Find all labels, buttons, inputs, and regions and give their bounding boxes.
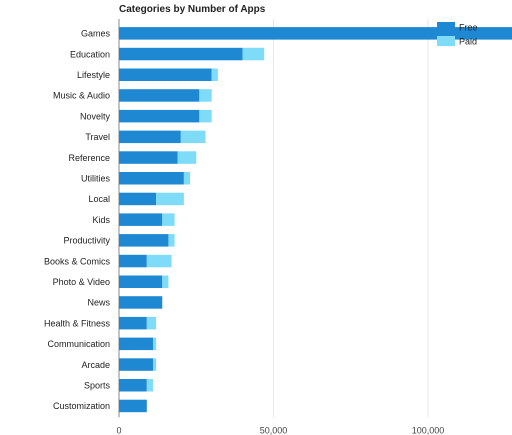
category-label: Productivity bbox=[63, 236, 110, 246]
category-label: Books & Comics bbox=[44, 256, 111, 266]
bar-free bbox=[119, 254, 147, 268]
bar-free bbox=[119, 192, 157, 206]
bar-paid bbox=[180, 130, 206, 144]
category-label: Health & Fitness bbox=[44, 318, 111, 328]
bar-free bbox=[119, 151, 178, 164]
category-labels: Games Education Lifestyle Music & Audio Nove… bbox=[44, 29, 111, 412]
bar-free bbox=[119, 47, 243, 61]
bar-paid bbox=[199, 109, 212, 123]
category-label: Customization bbox=[53, 401, 110, 411]
legend-label-paid: Paid bbox=[459, 37, 477, 47]
category-label: Reference bbox=[68, 153, 110, 163]
bar-paid bbox=[162, 275, 169, 288]
bar-free bbox=[119, 89, 200, 102]
bar-paid bbox=[156, 192, 184, 206]
x-tick-label: 100,000 bbox=[412, 425, 445, 435]
chart-title: Categories by Number of Apps bbox=[119, 4, 266, 15]
bar-free bbox=[119, 337, 153, 351]
bar-paid bbox=[242, 47, 265, 61]
category-label: Education bbox=[70, 49, 110, 59]
bar-free bbox=[119, 130, 181, 144]
bar-free bbox=[119, 234, 169, 247]
category-label: Sports bbox=[84, 380, 111, 390]
bar-free bbox=[119, 358, 153, 371]
legend-label-free: Free bbox=[459, 23, 478, 33]
legend-swatch-free bbox=[437, 22, 455, 32]
category-label: Travel bbox=[85, 132, 110, 142]
bar-free bbox=[119, 172, 184, 185]
category-label: Lifestyle bbox=[77, 70, 110, 80]
bar-free bbox=[119, 213, 163, 226]
bar-paid bbox=[162, 213, 175, 226]
x-tick-label: 50,000 bbox=[260, 425, 288, 435]
bar-free bbox=[119, 109, 200, 123]
category-label: Kids bbox=[92, 215, 110, 225]
legend-swatch-paid bbox=[437, 36, 455, 46]
bar-paid bbox=[183, 172, 191, 185]
bar-paid bbox=[146, 254, 172, 268]
bar-paid bbox=[152, 337, 157, 351]
category-label: Photo & Video bbox=[53, 277, 110, 287]
bars bbox=[119, 27, 512, 413]
bar-free bbox=[119, 379, 147, 392]
category-label: Games bbox=[81, 29, 111, 39]
bar-free bbox=[119, 27, 512, 40]
category-label: Local bbox=[88, 194, 110, 204]
bar-paid bbox=[146, 379, 153, 392]
bar-free bbox=[119, 399, 147, 413]
legend: Free Paid bbox=[437, 22, 478, 47]
bar-free bbox=[119, 275, 163, 288]
bar-paid bbox=[199, 89, 212, 102]
bar-paid bbox=[152, 358, 157, 371]
bar-paid bbox=[177, 151, 197, 164]
category-label: Novelty bbox=[80, 111, 111, 121]
bar-paid bbox=[146, 316, 157, 330]
bar-free bbox=[119, 296, 163, 309]
bar-free bbox=[119, 316, 147, 330]
category-label: Arcade bbox=[81, 360, 110, 370]
category-label: News bbox=[87, 298, 110, 308]
category-label: Utilities bbox=[81, 173, 111, 183]
bar-free bbox=[119, 68, 212, 81]
bar-paid bbox=[211, 68, 218, 81]
bar-paid bbox=[168, 234, 175, 247]
category-label: Communication bbox=[47, 339, 110, 349]
x-tick-label: 0 bbox=[116, 425, 121, 435]
category-label: Music & Audio bbox=[53, 91, 110, 101]
